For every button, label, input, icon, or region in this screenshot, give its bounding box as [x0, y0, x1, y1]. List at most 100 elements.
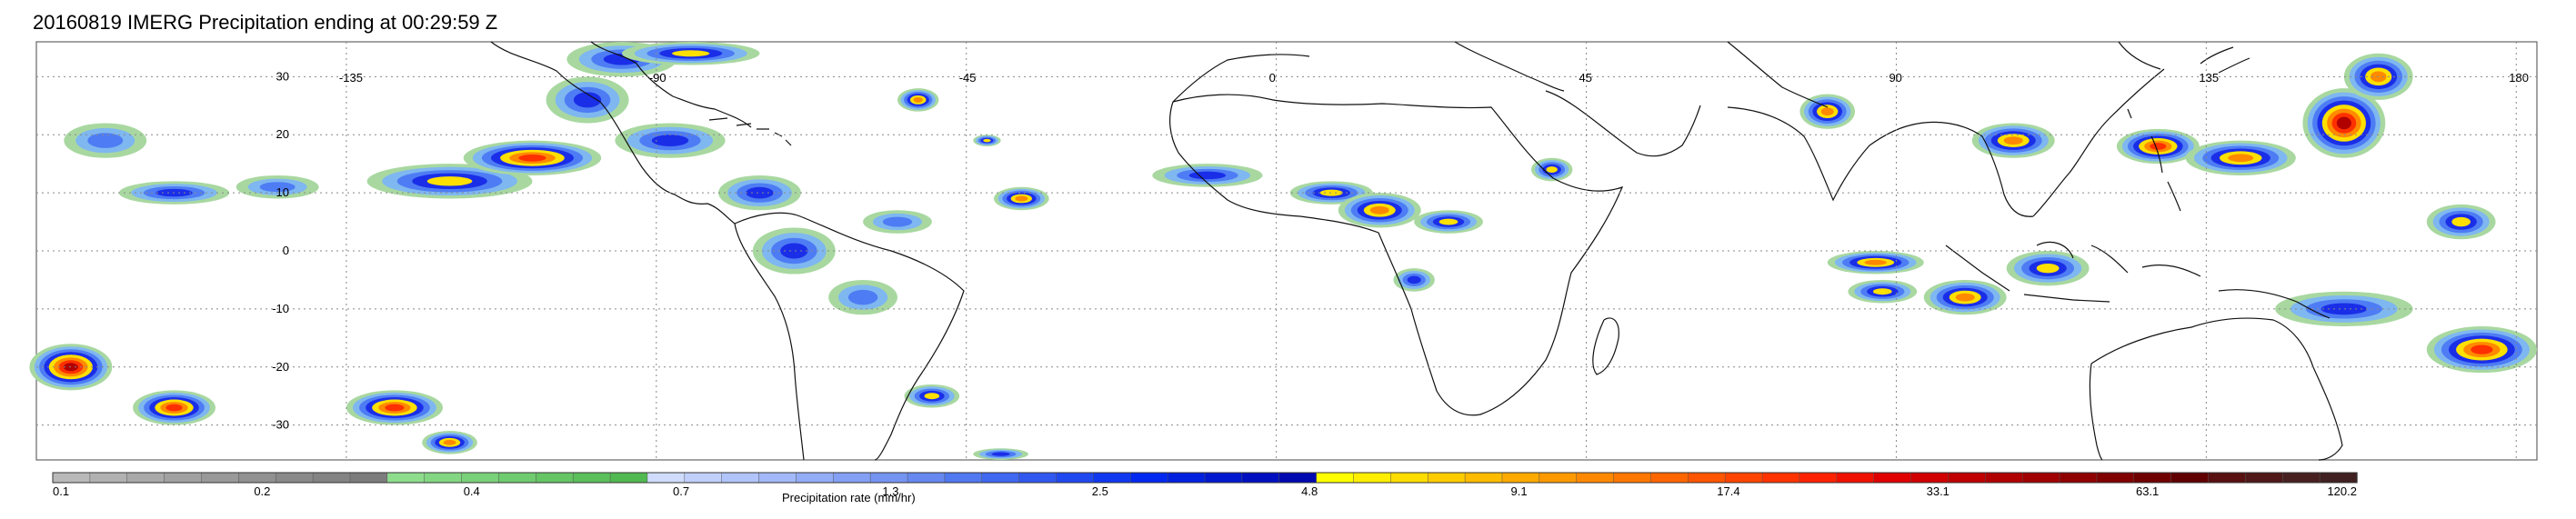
colorbar-segment — [1056, 472, 1095, 484]
colorbar-segment — [312, 472, 351, 484]
colorbar-segment — [981, 472, 1020, 484]
colorbar-tick-labels: 0.1 0.2 0.4 0.7 1.3 2.5 4.8 9.1 17.4 33.1 63.1 120.… — [53, 484, 2357, 498]
colorbar-segment — [2282, 472, 2320, 484]
precip-cluster — [2302, 88, 2386, 158]
precip-intensity-ring — [385, 404, 405, 412]
colorbar-segment — [1278, 472, 1318, 484]
latitude-labels: 30 20 10 0 -10 -20 -30 — [272, 69, 289, 431]
precip-intensity-ring — [1407, 275, 1421, 284]
precip-intensity-ring — [847, 289, 878, 305]
colorbar-segment — [609, 472, 648, 484]
precip-intensity-ring — [983, 138, 991, 143]
precip-intensity-ring — [1188, 171, 1227, 180]
precip-cluster — [1971, 123, 2055, 158]
precip-cluster — [2426, 326, 2538, 374]
longitude-tick-label: -45 — [959, 71, 977, 85]
colorbar-segment — [1390, 472, 1428, 484]
colorbar-segment — [1093, 472, 1132, 484]
colorbar-segment — [796, 472, 835, 484]
longitude-tick-label: 45 — [1579, 71, 1592, 85]
precip-cluster — [904, 384, 960, 408]
colorbar: 0.1 0.2 0.4 0.7 1.3 2.5 4.8 9.1 17.4 33.1 63.1 120.… — [52, 472, 2358, 498]
precip-intensity-ring — [651, 135, 689, 146]
colorbar-segment — [201, 472, 240, 484]
colorbar-segment — [1650, 472, 1689, 484]
precip-cluster — [1827, 251, 1924, 274]
colorbar-segment — [647, 472, 686, 484]
colorbar-tick-label: 2.5 — [1092, 484, 1108, 498]
precip-cluster — [64, 123, 147, 158]
colorbar-tick-label: 0.7 — [673, 484, 689, 498]
colorbar-segment — [1427, 472, 1466, 484]
colorbar-tick-label: 33.1 — [1927, 484, 1950, 498]
taiwan-philippines-outline — [2127, 108, 2181, 212]
precip-intensity-ring — [1369, 205, 1389, 215]
precip-intensity-ring — [1820, 107, 1834, 116]
latitude-tick-label: -20 — [272, 360, 289, 374]
latitude-tick-label: 0 — [283, 244, 289, 257]
precip-cluster — [1799, 94, 1856, 129]
precip-intensity-ring — [2036, 263, 2060, 274]
precip-intensity-ring — [1438, 218, 1458, 225]
colorbar-tick-label: 9.1 — [1511, 484, 1528, 498]
precip-cluster — [133, 390, 216, 425]
colorbar-segment — [498, 472, 537, 484]
precip-intensity-ring — [259, 182, 296, 193]
longitude-tick-label: 135 — [2199, 71, 2219, 85]
latitude-tick-label: 10 — [276, 185, 289, 199]
caribbean-islands — [708, 117, 792, 146]
precip-cluster — [973, 448, 1028, 460]
colorbar-segment — [1576, 472, 1615, 484]
north-america-outline — [490, 41, 752, 225]
precip-cluster — [973, 135, 1001, 146]
colorbar-tick-label: 4.8 — [1301, 484, 1318, 498]
colorbar-segment — [907, 472, 946, 484]
colorbar-segment — [684, 472, 723, 484]
colorbar-segment — [1613, 472, 1652, 484]
latitude-tick-label: 30 — [276, 69, 289, 83]
precip-intensity-ring — [443, 439, 456, 445]
precip-cluster — [863, 210, 932, 234]
precip-intensity-ring — [991, 452, 1010, 456]
precip-intensity-ring — [2228, 154, 2254, 163]
colorbar-segment — [1948, 472, 1987, 484]
precip-cluster — [2006, 251, 2090, 286]
colorbar-segment — [52, 472, 91, 484]
precip-intensity-ring — [426, 176, 473, 186]
colorbar-segment — [1985, 472, 2023, 484]
precip-intensity-ring — [2320, 303, 2368, 315]
longitude-tick-label: -90 — [649, 71, 667, 85]
colorbar-segment — [275, 472, 314, 484]
precip-intensity-ring — [746, 186, 774, 199]
precip-cluster — [1414, 210, 1483, 234]
precip-intensity-ring — [1546, 166, 1558, 174]
precip-intensity-ring — [1015, 195, 1028, 202]
latitude-tick-label: -30 — [272, 418, 289, 432]
colorbar-segment — [424, 472, 463, 484]
latitude-tick-label: 20 — [276, 127, 289, 141]
longitude-tick-label: -135 — [339, 71, 363, 85]
south-america-outline — [734, 212, 965, 461]
precip-cluster — [1530, 157, 1573, 182]
precip-intensity-ring — [1864, 259, 1887, 265]
precip-cluster — [1338, 193, 1421, 228]
colorbar-segment — [572, 472, 611, 484]
precip-cluster — [2185, 140, 2296, 175]
colorbar-segment — [944, 472, 983, 484]
madagascar-outline — [1592, 317, 1619, 375]
colorbar-segment — [833, 472, 871, 484]
colorbar-segment — [2319, 472, 2358, 484]
papua-outline — [2218, 289, 2330, 319]
precip-cluster — [1152, 164, 1263, 187]
colorbar-tick-label: 0.4 — [464, 484, 480, 498]
precip-cluster — [897, 88, 939, 112]
colorbar-segment — [1464, 472, 1503, 484]
colorbar-segment — [1241, 472, 1280, 484]
precip-intensity-ring — [165, 404, 183, 412]
colorbar-segment — [2170, 472, 2210, 484]
colorbar-segment — [1873, 472, 1912, 484]
precip-intensity-ring — [672, 50, 710, 57]
latitude-tick-label: -10 — [272, 302, 289, 315]
precip-cluster — [346, 390, 443, 425]
